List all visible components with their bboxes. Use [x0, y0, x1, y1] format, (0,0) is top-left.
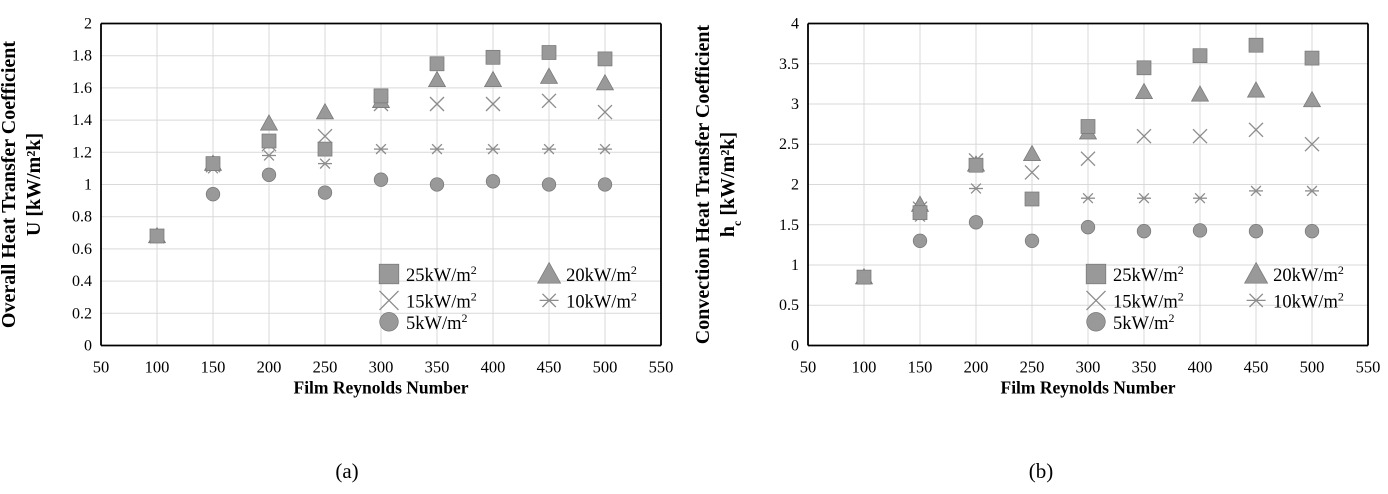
svg-text:3.5: 3.5 [779, 56, 799, 73]
svg-text:10kW/m2: 10kW/m2 [1273, 289, 1344, 312]
svg-text:150: 150 [201, 358, 226, 377]
svg-text:5kW/m2: 5kW/m2 [406, 311, 468, 334]
svg-text:1.8: 1.8 [72, 48, 92, 65]
svg-text:1.6: 1.6 [72, 80, 92, 97]
svg-text:500: 500 [1300, 358, 1325, 377]
svg-text:0.6: 0.6 [72, 241, 92, 258]
svg-text:0.4: 0.4 [72, 273, 92, 290]
svg-text:0.8: 0.8 [72, 209, 92, 226]
svg-text:1.5: 1.5 [779, 217, 799, 234]
svg-text:450: 450 [537, 358, 562, 377]
svg-text:2: 2 [791, 177, 799, 194]
svg-text:250: 250 [313, 358, 338, 377]
svg-text:50: 50 [800, 358, 817, 377]
svg-text:hc [kW/m²k]: hc [kW/m²k] [717, 132, 744, 237]
svg-text:550: 550 [1356, 358, 1381, 377]
svg-text:300: 300 [369, 358, 394, 377]
svg-text:2.5: 2.5 [779, 136, 799, 153]
svg-text:450: 450 [1244, 358, 1269, 377]
svg-text:25kW/m2: 25kW/m2 [1113, 263, 1184, 286]
svg-text:15kW/m2: 15kW/m2 [406, 289, 477, 312]
svg-text:400: 400 [481, 358, 506, 377]
svg-text:Convection Heat Transfer Coeff: Convection Heat Transfer Coefficient [694, 24, 714, 344]
svg-text:0: 0 [791, 338, 799, 355]
svg-text:300: 300 [1076, 358, 1101, 377]
svg-text:500: 500 [593, 358, 618, 377]
svg-text:Film Reynolds Number: Film Reynolds Number [294, 378, 469, 398]
svg-text:200: 200 [257, 358, 282, 377]
svg-text:U [kW/m²k]: U [kW/m²k] [23, 133, 45, 236]
svg-text:Overall Heat Transfer Coeffici: Overall Heat Transfer Coefficient [0, 41, 20, 328]
svg-text:0: 0 [84, 338, 92, 355]
svg-text:50: 50 [93, 358, 110, 377]
svg-text:400: 400 [1188, 358, 1213, 377]
svg-text:15kW/m2: 15kW/m2 [1113, 289, 1184, 312]
svg-text:25kW/m2: 25kW/m2 [406, 263, 477, 286]
svg-text:10kW/m2: 10kW/m2 [566, 289, 637, 312]
svg-text:0.5: 0.5 [779, 297, 799, 314]
svg-text:Film Reynolds Number: Film Reynolds Number [1001, 378, 1176, 398]
svg-text:150: 150 [908, 358, 933, 377]
svg-text:1.4: 1.4 [72, 112, 92, 129]
svg-text:2: 2 [84, 16, 92, 33]
svg-text:20kW/m2: 20kW/m2 [566, 263, 637, 286]
svg-text:4: 4 [791, 16, 799, 33]
svg-text:1: 1 [84, 177, 92, 194]
svg-text:100: 100 [852, 358, 877, 377]
svg-text:250: 250 [1020, 358, 1045, 377]
svg-text:1: 1 [791, 257, 799, 274]
svg-text:0.2: 0.2 [72, 305, 92, 322]
svg-text:200: 200 [964, 358, 989, 377]
svg-text:100: 100 [145, 358, 170, 377]
svg-text:350: 350 [1132, 358, 1157, 377]
svg-text:20kW/m2: 20kW/m2 [1273, 263, 1344, 286]
svg-text:350: 350 [425, 358, 450, 377]
svg-text:3: 3 [791, 96, 799, 113]
svg-text:550: 550 [649, 358, 674, 377]
svg-text:1.2: 1.2 [72, 144, 92, 161]
svg-text:5kW/m2: 5kW/m2 [1113, 311, 1175, 334]
